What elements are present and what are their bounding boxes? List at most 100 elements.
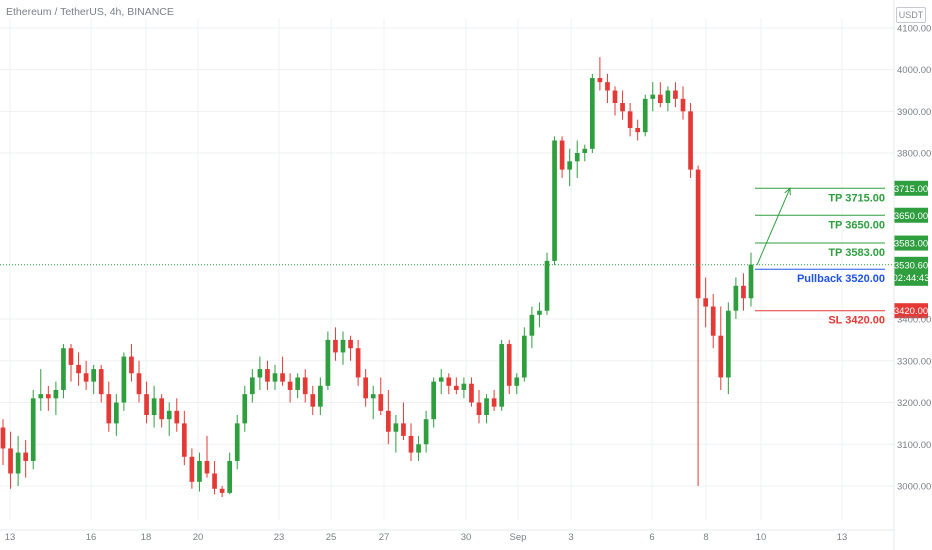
candle-body [620,103,625,112]
candle-body [476,402,482,416]
y-tick-label: 3200.00 [897,398,931,409]
candle-body [363,377,369,399]
candle-body [53,389,59,399]
candle-body [181,423,187,457]
candle-body [234,423,240,461]
candle-body [249,377,255,395]
candle-body [204,460,210,474]
candle-body [401,423,406,436]
x-tick-label: 6 [649,532,654,543]
candle-body [393,423,399,432]
candle-body [748,264,754,299]
y-tick-label: 3800.00 [897,149,931,160]
candle-body [61,348,66,390]
candle-body [544,260,550,311]
candle-body [567,161,573,170]
x-tick-label: 8 [703,532,708,543]
level-price-tag [894,235,928,251]
x-tick-label: 23 [274,532,285,543]
candle-body [499,344,505,407]
current-price-tag-text: 3530.60 [894,260,928,271]
candle-body [521,335,527,378]
candle-body [703,298,709,307]
candle-body [189,456,195,482]
x-tick-label: 27 [379,532,390,543]
candle-body [574,153,580,162]
candle-body [310,394,316,407]
level-price-tag-text: 3583.00 [894,239,928,250]
candle-body [385,410,391,432]
level-price-tag [894,303,928,319]
x-tick-label: 25 [326,532,337,543]
candle-body [559,140,565,170]
candle-body [38,394,44,399]
candle-body [423,419,429,445]
candle-body [159,398,165,420]
currency-button[interactable]: USDT [896,7,926,23]
candle-body [514,377,520,386]
candle-body [733,285,739,311]
candle-body [370,394,376,399]
candle-body [408,435,414,453]
x-tick-label: 16 [86,532,97,543]
level-label-tp: TP 3583.00 [828,247,885,259]
level-price-tag [894,180,928,196]
y-tick-label: 3000.00 [897,482,931,493]
candle-body [461,383,467,390]
level-label-sl: SL 3420.00 [828,315,885,327]
candle-body [136,373,142,395]
candle-body [446,377,452,386]
candle-body [113,402,119,424]
projection-arrow-line [756,188,791,266]
candle-body [265,369,270,382]
candle-body [151,398,157,416]
candle-body [30,398,36,461]
level-price-tag-text: 3715.00 [894,184,928,195]
level-label-tp: TP 3650.00 [828,219,885,231]
candle-body [295,377,301,390]
candle-body [642,98,648,133]
candle-body [333,339,338,353]
candle-body [673,90,678,99]
candle-body [469,383,474,403]
current-price-tag [894,256,928,286]
candle-body [0,427,6,449]
candle-body [83,373,89,382]
candle-body [635,128,641,133]
level-label-pullback: Pullback 3520.00 [797,273,885,285]
y-tick-label: 4100.00 [897,24,931,35]
candle-body [627,111,633,128]
candle-body [317,385,323,407]
candle-body [718,335,724,378]
candles [0,57,754,497]
candle-body [15,452,21,474]
candle-body [582,148,588,153]
candle-body [453,385,459,390]
candle-body [45,394,51,399]
candle-body [710,306,716,336]
candle-body [529,314,535,336]
candle-body [537,310,542,315]
candle-body [340,339,346,353]
candle-body [665,90,671,103]
candle-body [129,356,134,374]
candle-body [491,398,497,407]
y-tick-label: 3100.00 [897,440,931,451]
candle-body [121,356,127,403]
candle-body [197,460,202,482]
projection-arrow-head [784,187,791,196]
y-tick-label: 3400.00 [897,315,931,326]
candle-body [552,140,557,261]
levels: TP 3715.00 3715.00 TP 3650.00 3650.00 TP 358… [0,180,929,327]
candle-body [378,394,384,411]
candle-body [227,460,233,493]
candle-body [650,94,656,99]
candle-body [287,381,293,390]
candle-body [431,381,437,420]
candle-body [8,448,13,474]
candle-body [219,488,225,493]
candle-body [212,473,217,489]
candle-body [272,373,278,382]
candle-body [23,452,29,461]
